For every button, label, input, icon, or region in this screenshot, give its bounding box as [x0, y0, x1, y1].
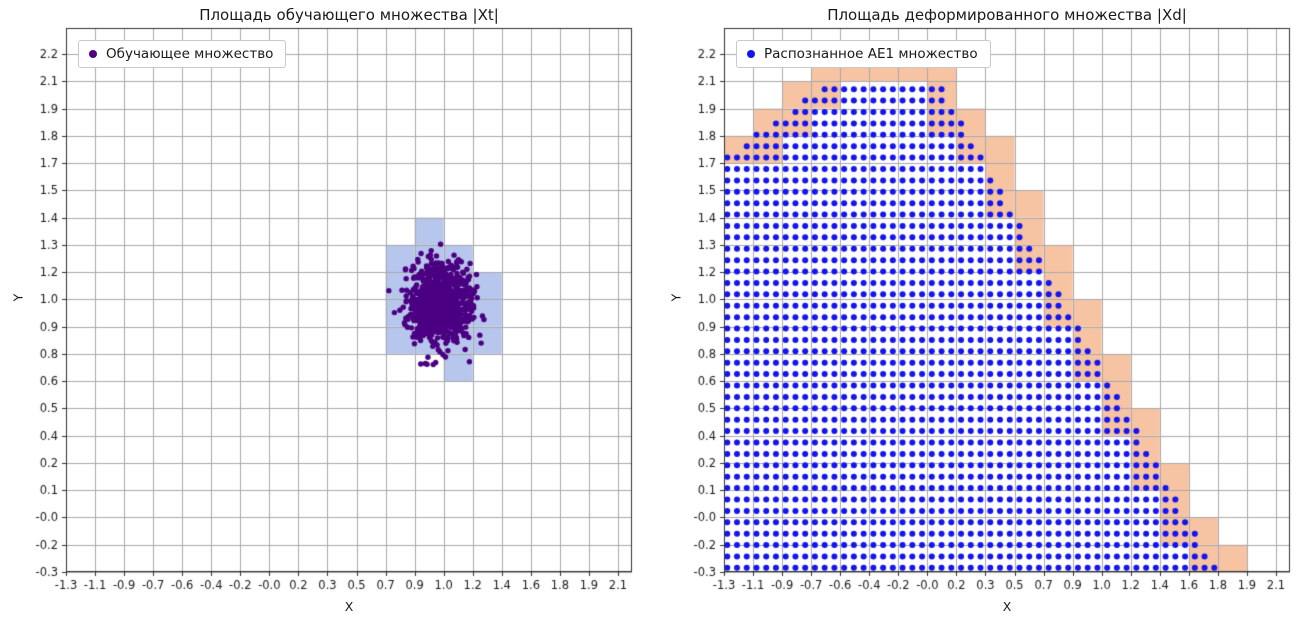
deformed-set-legend-label: Распознанное AE1 множество [764, 46, 978, 62]
deformed-set-chart-canvas [658, 0, 1316, 626]
training-set-plot-title: Площадь обучающего множества |Xt| [199, 6, 499, 24]
deformed-set-legend: Распознанное AE1 множество [736, 40, 991, 68]
deformed-set-plot-title: Площадь деформированного множества |Xd| [827, 6, 1187, 24]
training-set-legend-marker-dot [89, 50, 97, 58]
deformed-set-y-axis-label: Y [668, 293, 684, 302]
training-set-legend-label: Обучающее множество [106, 46, 274, 62]
training-set-subplot: Площадь обучающего множества |Xt| Обучаю… [0, 0, 658, 626]
training-set-x-axis-label: X [344, 599, 354, 614]
deformed-set-subplot: Площадь деформированного множества |Xd| … [658, 0, 1316, 626]
training-set-legend: Обучающее множество [78, 40, 287, 68]
training-set-chart-canvas [0, 0, 658, 626]
training-set-y-axis-label: Y [10, 293, 26, 302]
deformed-set-legend-marker-dot [747, 50, 755, 58]
deformed-set-x-axis-label: X [1002, 599, 1012, 614]
